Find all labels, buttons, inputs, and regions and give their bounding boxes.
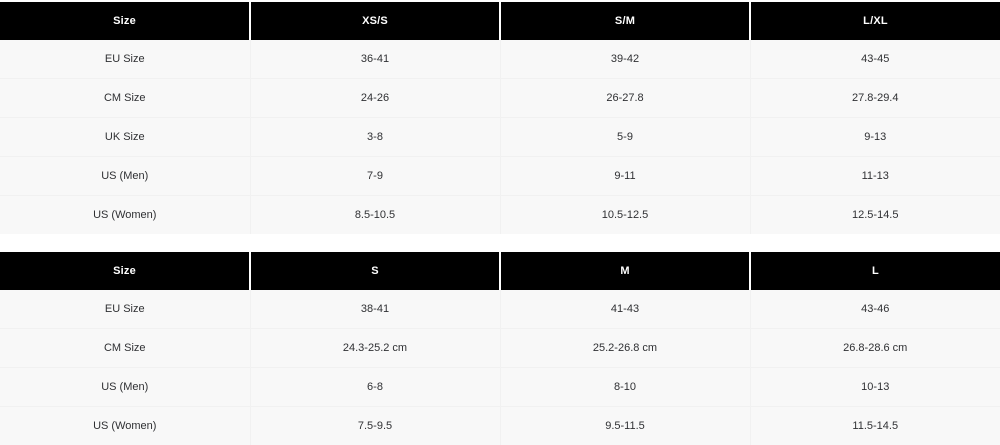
table-cell: 12.5-14.5 [750, 196, 1000, 235]
table-cell: 8.5-10.5 [250, 196, 500, 235]
table-1-header: Size XS/S S/M L/XL [0, 1, 1000, 40]
table-row: UK Size 3-8 5-9 9-13 [0, 118, 1000, 157]
row-label: US (Women) [0, 407, 250, 445]
table-row: CM Size 24-26 26-27.8 27.8-29.4 [0, 79, 1000, 118]
table-cell: 10.5-12.5 [500, 196, 750, 235]
table-cell: 26-27.8 [500, 79, 750, 118]
row-label: EU Size [0, 40, 250, 79]
table-1-header-cell-1: XS/S [250, 1, 500, 40]
table-2-header-cell-0: Size [0, 251, 250, 290]
table-separator-gap [0, 234, 1000, 250]
table-cell: 9-13 [750, 118, 1000, 157]
table-row: US (Men) 7-9 9-11 11-13 [0, 157, 1000, 196]
table-2-header: Size S M L [0, 251, 1000, 290]
table-cell: 7.5-9.5 [250, 407, 500, 445]
table-cell: 25.2-26.8 cm [500, 329, 750, 368]
table-1-header-cell-3: L/XL [750, 1, 1000, 40]
row-label: CM Size [0, 329, 250, 368]
table-cell: 27.8-29.4 [750, 79, 1000, 118]
table-cell: 38-41 [250, 290, 500, 329]
table-cell: 7-9 [250, 157, 500, 196]
table-2-header-cell-3: L [750, 251, 1000, 290]
table-cell: 41-43 [500, 290, 750, 329]
table-cell: 24.3-25.2 cm [250, 329, 500, 368]
table-cell: 24-26 [250, 79, 500, 118]
table-2-header-cell-1: S [250, 251, 500, 290]
table-row: US (Men) 6-8 8-10 10-13 [0, 368, 1000, 407]
table-2-body: EU Size 38-41 41-43 43-46 CM Size 24.3-2… [0, 290, 1000, 445]
table-row: EU Size 38-41 41-43 43-46 [0, 290, 1000, 329]
table-cell: 10-13 [750, 368, 1000, 407]
size-chart-table-1: Size XS/S S/M L/XL EU Size 36-41 39-42 4… [0, 0, 1000, 234]
table-cell: 26.8-28.6 cm [750, 329, 1000, 368]
table-cell: 8-10 [500, 368, 750, 407]
row-label: US (Men) [0, 157, 250, 196]
row-label: CM Size [0, 79, 250, 118]
table-header-row: Size S M L [0, 251, 1000, 290]
table-cell: 36-41 [250, 40, 500, 79]
table-row: EU Size 36-41 39-42 43-45 [0, 40, 1000, 79]
row-label: US (Women) [0, 196, 250, 235]
row-label: US (Men) [0, 368, 250, 407]
table-row: US (Women) 8.5-10.5 10.5-12.5 12.5-14.5 [0, 196, 1000, 235]
table-row: CM Size 24.3-25.2 cm 25.2-26.8 cm 26.8-2… [0, 329, 1000, 368]
size-chart-table-2: Size S M L EU Size 38-41 41-43 43-46 CM … [0, 250, 1000, 445]
row-label: EU Size [0, 290, 250, 329]
table-cell: 3-8 [250, 118, 500, 157]
table-header-row: Size XS/S S/M L/XL [0, 1, 1000, 40]
table-1-header-cell-0: Size [0, 1, 250, 40]
table-cell: 11-13 [750, 157, 1000, 196]
table-cell: 6-8 [250, 368, 500, 407]
table-cell: 9.5-11.5 [500, 407, 750, 445]
row-label: UK Size [0, 118, 250, 157]
table-cell: 9-11 [500, 157, 750, 196]
table-cell: 43-46 [750, 290, 1000, 329]
table-cell: 5-9 [500, 118, 750, 157]
table-1-header-cell-2: S/M [500, 1, 750, 40]
table-cell: 39-42 [500, 40, 750, 79]
table-cell: 11.5-14.5 [750, 407, 1000, 445]
table-2-header-cell-2: M [500, 251, 750, 290]
table-1-body: EU Size 36-41 39-42 43-45 CM Size 24-26 … [0, 40, 1000, 234]
table-row: US (Women) 7.5-9.5 9.5-11.5 11.5-14.5 [0, 407, 1000, 445]
table-cell: 43-45 [750, 40, 1000, 79]
